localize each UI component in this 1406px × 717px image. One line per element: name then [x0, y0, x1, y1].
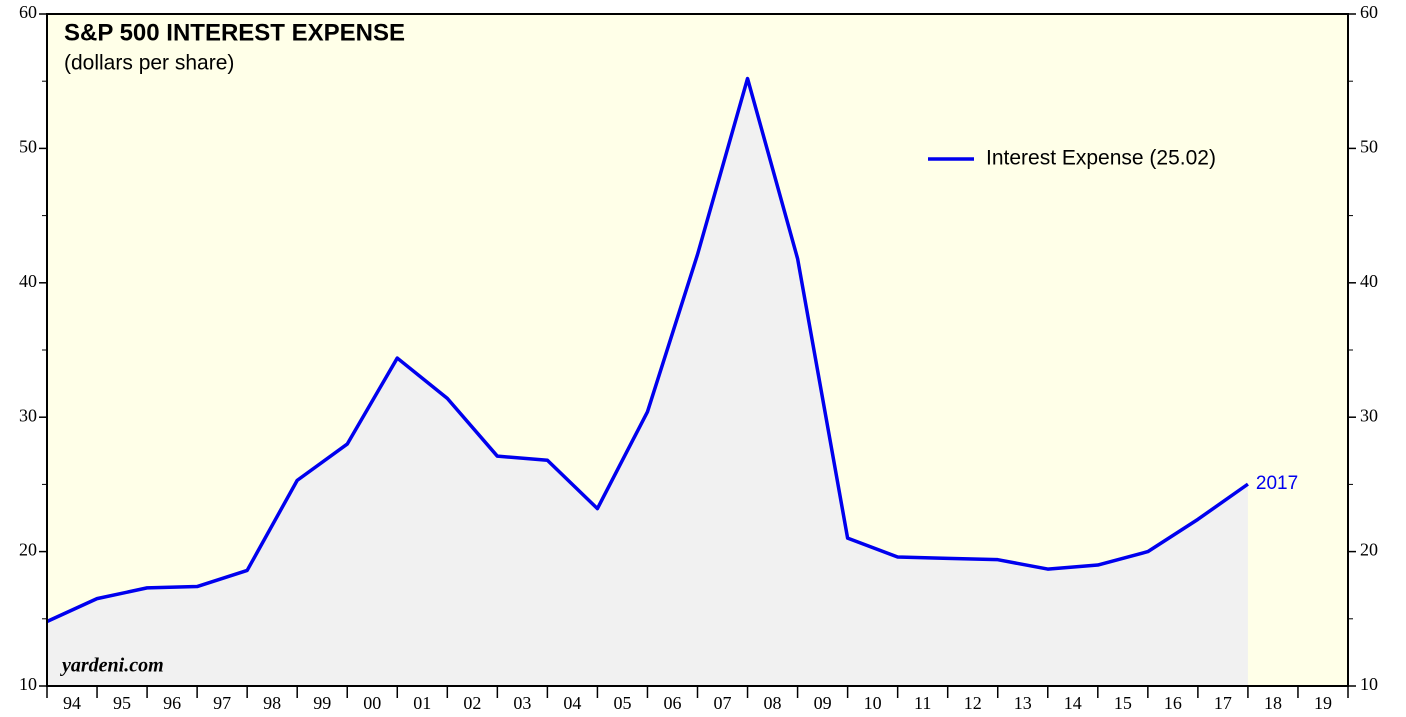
line [46, 76, 1249, 624]
y-tick-label: 30 [19, 405, 37, 425]
y2-tick-label: 10 [1360, 674, 1378, 694]
x-tick-label: 12 [964, 693, 982, 713]
x-tick-label: 99 [313, 693, 331, 713]
x-tick-label: 98 [263, 693, 281, 713]
x-tick-label: 10 [864, 693, 882, 713]
x-tick-label: 02 [463, 693, 481, 713]
y2-tick-label: 30 [1360, 405, 1378, 425]
x-tick-label: 19 [1314, 693, 1332, 713]
x-tick-label: 03 [513, 693, 531, 713]
x-tick-label: 01 [413, 693, 431, 713]
y2-tick-label: 50 [1360, 137, 1378, 157]
x-tick-label: 06 [663, 693, 681, 713]
y-tick-label: 10 [19, 674, 37, 694]
x-tick-label: 00 [363, 693, 381, 713]
x-tick-label: 07 [714, 693, 732, 713]
x-tick-label: 11 [914, 693, 931, 713]
y-tick-label: 50 [19, 137, 37, 157]
x-tick-label: 97 [213, 693, 231, 713]
x-tick-label: 17 [1214, 693, 1232, 713]
y-tick-label: 40 [19, 271, 37, 291]
x-tick-label: 94 [63, 693, 81, 713]
x-tick-label: 14 [1064, 693, 1082, 713]
x-tick-label: 08 [764, 693, 782, 713]
y2-tick-label: 40 [1360, 271, 1378, 291]
y2-tick-label: 20 [1360, 540, 1378, 560]
x-tick-label: 15 [1114, 693, 1132, 713]
legend-label: Interest Expense (25.02) [986, 147, 1216, 170]
x-tick-label: 05 [613, 693, 631, 713]
x-tick-label: 95 [113, 693, 131, 713]
x-tick-label: 16 [1164, 693, 1182, 713]
y-tick-label: 20 [19, 540, 37, 560]
y2-tick-label: 60 [1360, 2, 1378, 22]
x-tick-label: 04 [563, 693, 581, 713]
watermark: yardeni.com [60, 655, 164, 677]
annotation: 2017 [1256, 473, 1298, 494]
x-tick-label: 13 [1014, 693, 1032, 713]
x-tick-label: 09 [814, 693, 832, 713]
chart-subtitle: (dollars per share) [64, 52, 234, 75]
chart-title: S&P 500 INTEREST EXPENSE [64, 19, 405, 46]
x-tick-label: 18 [1264, 693, 1282, 713]
x-tick-label: 96 [163, 693, 181, 713]
y-tick-label: 60 [19, 2, 37, 22]
area [47, 78, 1248, 686]
